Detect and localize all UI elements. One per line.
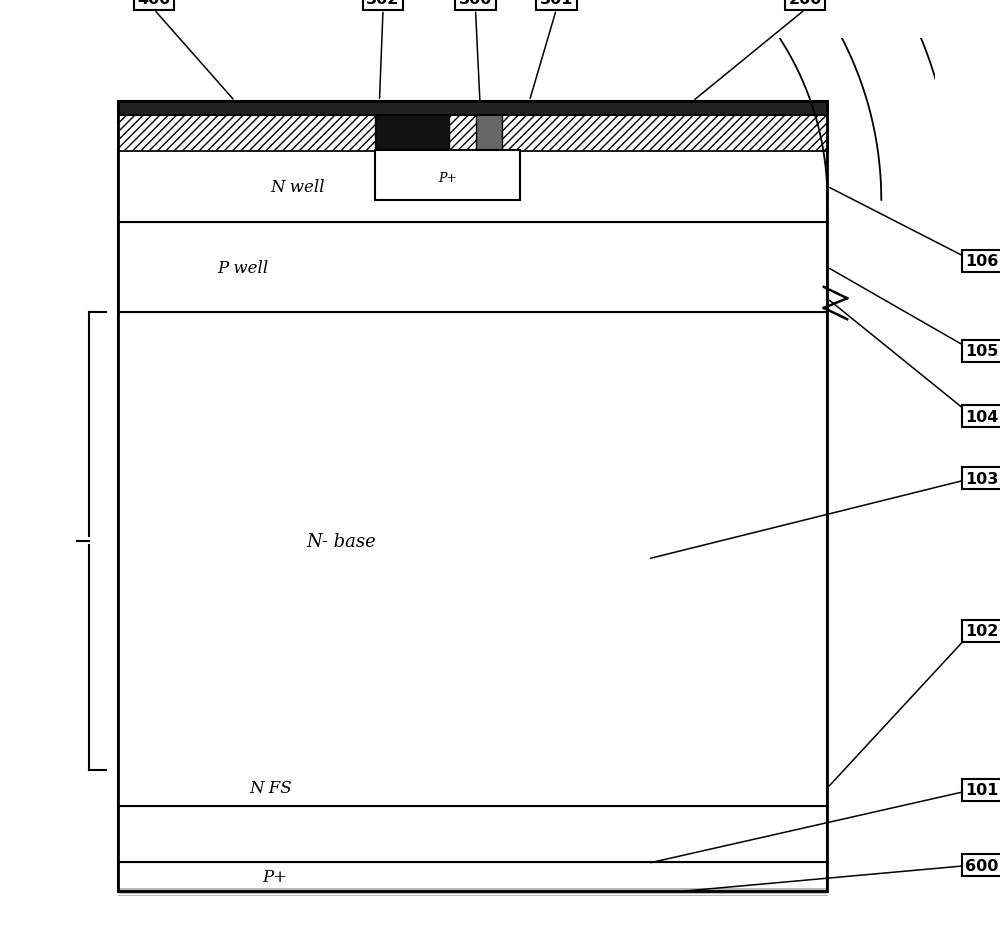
Text: 302: 302: [366, 0, 400, 7]
Text: 200: 200: [788, 0, 822, 7]
Bar: [476, 102, 502, 152]
Text: 101: 101: [965, 782, 999, 797]
Text: N FS: N FS: [250, 780, 292, 797]
Text: P+: P+: [262, 869, 287, 885]
Bar: [118, 102, 827, 891]
Bar: [502, 102, 827, 152]
Text: 103: 103: [965, 471, 999, 486]
Text: 301: 301: [540, 0, 573, 7]
Text: 105: 105: [965, 344, 999, 358]
Bar: [118, 152, 827, 223]
Text: 600: 600: [965, 857, 999, 872]
Text: P+: P+: [438, 172, 457, 185]
Text: 500: 500: [459, 0, 492, 7]
Bar: [449, 102, 476, 152]
Bar: [118, 102, 827, 152]
Bar: [375, 102, 449, 152]
Text: N- base: N- base: [307, 533, 376, 550]
Bar: [118, 102, 375, 152]
Bar: [118, 102, 375, 152]
Text: 102: 102: [965, 623, 999, 638]
Text: 400: 400: [137, 0, 171, 7]
Bar: [118, 862, 827, 891]
Text: N well: N well: [271, 179, 325, 196]
Text: P well: P well: [217, 259, 268, 276]
Bar: [118, 806, 827, 862]
Bar: [118, 313, 827, 806]
Bar: [118, 102, 827, 115]
Text: 106: 106: [965, 254, 999, 270]
Bar: [375, 152, 520, 200]
Text: 104: 104: [965, 409, 999, 424]
Bar: [118, 223, 827, 313]
